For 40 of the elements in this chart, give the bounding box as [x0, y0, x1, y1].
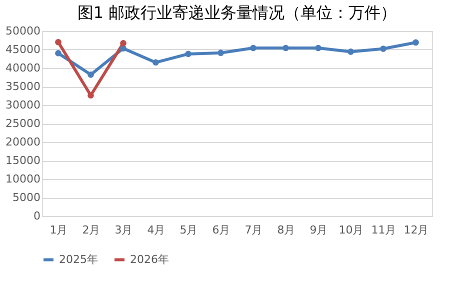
y-tick-label: 20000	[6, 136, 40, 148]
y-tick-label: 5000	[12, 191, 40, 204]
point	[282, 44, 289, 52]
x-tick-label: 1月	[50, 224, 68, 236]
point	[412, 39, 419, 46]
point	[88, 92, 94, 99]
y-tick-label: 0	[34, 210, 40, 222]
point	[348, 48, 354, 55]
x-tick-label: 9月	[310, 224, 328, 236]
y-tick-label: 10000	[6, 172, 40, 186]
point	[250, 44, 256, 52]
x-tick-label: 7月	[244, 224, 263, 236]
y-tick-label: 15000	[6, 154, 40, 167]
y-tick-label: 25000	[6, 117, 40, 130]
legend-label: 2025年	[59, 252, 98, 266]
point	[120, 40, 126, 46]
x-tick-label: 5月	[180, 224, 198, 236]
point	[55, 38, 62, 46]
x-tick-label: 11月	[371, 224, 396, 236]
x-tick-label: 4月	[147, 224, 166, 236]
point	[380, 46, 386, 52]
x-tick-label: 8月	[277, 224, 296, 236]
y-tick-label: 35000	[6, 80, 40, 93]
x-tick-label: 3月	[114, 224, 133, 236]
y-tick-label: 50000	[6, 24, 40, 38]
y-tick-label: 30000	[6, 98, 40, 112]
point	[218, 50, 224, 56]
y-tick-label: 40000	[6, 62, 40, 74]
point	[55, 50, 62, 56]
legend-label: 2026年	[130, 252, 169, 266]
point	[88, 72, 94, 78]
y-tick-label: 45000	[6, 43, 40, 56]
x-tick-label: 10月	[338, 224, 364, 236]
point	[185, 50, 192, 58]
x-tick-label: 6月	[212, 224, 230, 236]
point	[315, 44, 322, 52]
point	[152, 59, 159, 66]
x-tick-label: 2月	[82, 224, 100, 236]
x-tick-label: 12月	[404, 224, 429, 236]
chart-title: 图1 邮政行业寄递业务量情况（单位：万件）	[77, 3, 397, 22]
